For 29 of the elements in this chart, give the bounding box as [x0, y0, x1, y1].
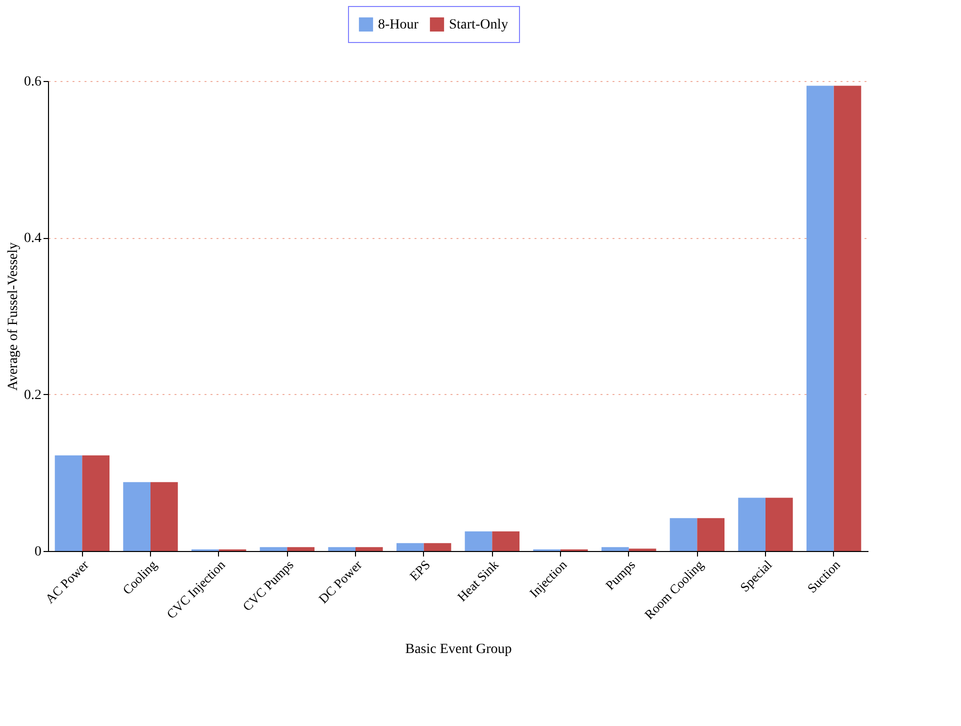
bar: [670, 518, 698, 551]
legend-label: 8-Hour: [378, 17, 419, 32]
bar: [287, 547, 314, 551]
y-tick-label: 0.4: [24, 231, 42, 246]
bar: [424, 543, 452, 551]
bar: [150, 482, 178, 551]
bar: [834, 86, 862, 551]
bar: [766, 498, 793, 551]
bar: [464, 531, 492, 551]
bar: [806, 86, 834, 551]
y-tick-label: 0.2: [24, 388, 42, 403]
bar: [54, 455, 82, 551]
x-tick-label: EPS: [406, 557, 434, 584]
y-axis-title: Average of Fussel-Vessely: [6, 242, 21, 391]
bar: [697, 518, 724, 551]
x-axis-title: Basic Event Group: [405, 642, 512, 658]
y-tick-label: 0.6: [24, 74, 42, 90]
legend-label: Start-Only: [449, 17, 508, 32]
bar: [123, 482, 150, 551]
bar: [260, 547, 288, 551]
bar: [738, 498, 766, 551]
bar: [82, 455, 110, 551]
bar: [492, 531, 520, 551]
bar: [356, 547, 383, 551]
bar: [328, 547, 356, 551]
bar: [396, 543, 424, 551]
y-tick-label: 0: [34, 544, 42, 560]
x-tick-label: Heat Sink: [454, 556, 502, 604]
bar: [602, 547, 629, 551]
